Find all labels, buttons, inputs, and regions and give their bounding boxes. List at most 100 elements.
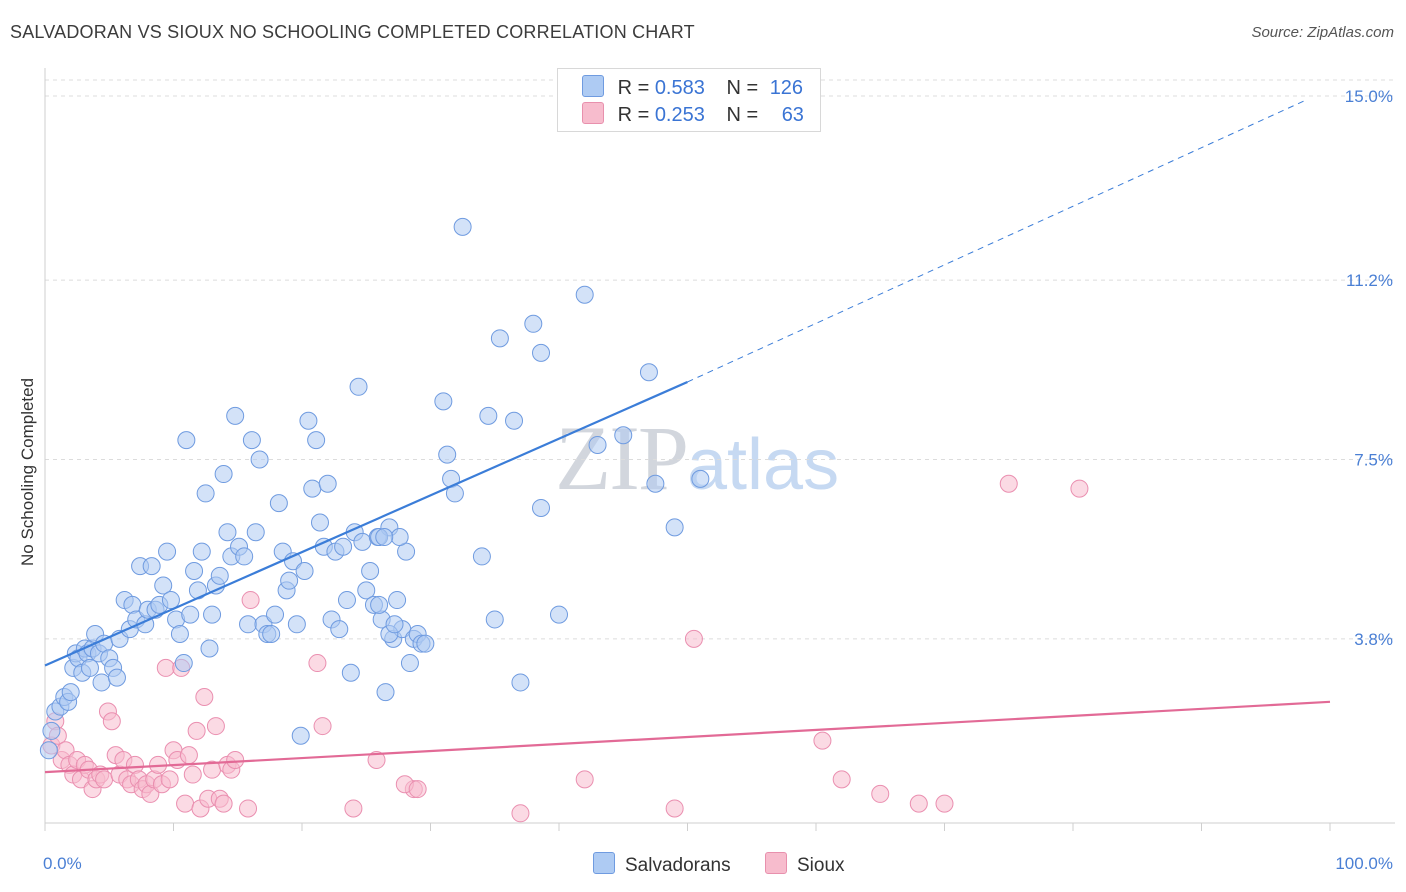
salvadoran-point [472,547,491,566]
salvadoran-point [200,639,219,658]
legend-n-label: N = [726,104,759,126]
sioux-point [241,591,260,610]
salvadoran-point [375,528,394,547]
trend-lines [44,100,1331,774]
x-tick-label: 100.0% [1335,854,1393,873]
salvadoran-point [334,537,353,556]
sioux-point [665,799,684,818]
salvadoran-point [588,435,607,454]
salvadoran-point [107,668,126,687]
sioux-point [95,770,114,789]
chart-title: SALVADORAN VS SIOUX NO SCHOOLING COMPLET… [10,22,695,42]
sioux-point [367,750,386,769]
salvadoran-point [80,658,99,677]
sioux-point [408,780,427,799]
salvadoran-point [575,285,594,304]
salvadoran-point [250,450,269,469]
salvadoran-point [280,571,299,590]
salvadoran-point [287,615,306,634]
salvadoran-point [550,605,568,624]
bottom-legend-sioux: Sioux [765,852,845,877]
sioux-point [187,721,206,740]
legend-r-label: R = [617,77,650,99]
legend-r-value: 0.253 [654,104,705,126]
bottom-legend-salvadorans: Salvadorans [593,852,731,877]
sioux-point [871,784,890,803]
sioux-points [42,474,1089,823]
salvadoran-point [453,217,472,236]
legend-n-label: N = [726,77,759,99]
watermark-zip: ZIP [555,407,689,509]
sioux-point [214,794,233,813]
salvadoran-point [646,474,665,493]
salvadoran-point [61,683,80,702]
salvadoran-point [39,741,58,760]
salvadoran-point [532,343,551,362]
salvadoran-point [181,605,200,624]
label-salvadorans: Salvadorans [625,855,731,876]
sioux-point [832,770,851,789]
salvadoran-point [262,624,281,643]
salvadoran-point [490,329,509,348]
salvadoran-point [92,673,111,692]
salvadoran-point [357,581,376,600]
sioux-point [239,799,258,818]
sioux-trend-line [44,700,1331,774]
sioux-point [308,654,327,673]
salvadoran-point [235,547,254,566]
salvadoran-point [388,591,407,610]
salvadoran-point [226,406,245,425]
legend-swatch-sioux [582,102,604,124]
salvadoran-point [185,561,204,580]
salvadoran-point [203,605,222,624]
legend-r-label: R = [617,104,650,126]
salvadoran-point [434,392,453,411]
salvadoran-point [299,411,318,430]
swatch-sioux [765,852,787,874]
salvadoran-point [665,518,684,537]
salvadoran-point [614,426,633,445]
legend-row-sioux: R = 0.253 N = 63 [582,102,804,126]
sioux-point [999,474,1018,493]
salvadoran-point [390,528,409,547]
salvadoran-point [505,411,524,430]
salvadoran-point [196,484,215,503]
sioux-point [206,717,225,736]
legend-n-value: 63 [781,104,804,126]
swatch-salvadorans [593,852,615,874]
salvadoran-point [239,615,258,634]
salvadoran-point [170,624,189,643]
sioux-point [176,794,195,813]
salvadoran-point [161,591,180,610]
salvadoran-point [479,406,498,425]
salvadoran-point [349,377,368,396]
salvadoran-point [438,445,457,464]
salvadoran-point [330,620,349,639]
salvadoran-point [370,595,389,614]
watermark: ZIPatlas [555,405,839,511]
salvadoran-point [214,465,233,484]
axes [44,68,1395,831]
salvadoran-point [310,513,329,532]
y-tick-label: 11.2% [1346,271,1393,290]
sioux-point [313,717,332,736]
sioux-point [909,794,928,813]
salvadoran-point [485,610,504,629]
salvadoran-trend-extension [687,100,1305,383]
salvadoran-point [210,566,229,585]
salvadoran-point [307,431,326,450]
salvadoran-point [154,576,173,595]
salvadoran-point [639,363,658,382]
salvadoran-point [266,605,285,624]
sioux-point [102,712,121,731]
sioux-point [684,629,703,648]
salvadoran-point [511,673,530,692]
legend-row-salvadorans: R = 0.583 N = 126 [582,75,803,99]
y-tick-label: 15.0% [1345,87,1393,106]
salvadoran-point [246,523,265,542]
legend-n-value: 126 [769,77,804,99]
sioux-point [183,765,202,784]
stats-legend: R = 0.583 N = 126 R = 0.253 N = 63 [557,68,821,132]
salvadoran-point [416,634,435,653]
